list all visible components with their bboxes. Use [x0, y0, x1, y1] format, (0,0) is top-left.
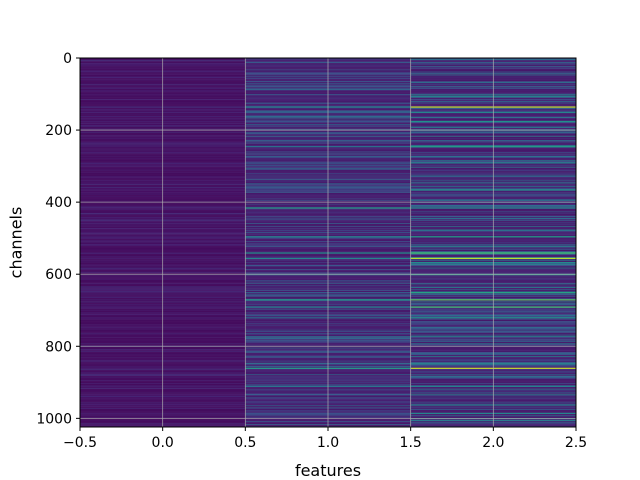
- x-tick-label: 2.0: [482, 435, 504, 451]
- y-tick-label: 600: [45, 267, 72, 283]
- y-tick-label: 800: [45, 339, 72, 355]
- x-axis-ticks: −0.5 0.0 0.5 1.0 1.5 2.0 2.5: [63, 427, 587, 451]
- x-tick-label: 1.5: [400, 435, 422, 451]
- x-tick-label: 1.0: [317, 435, 339, 451]
- y-tick-label: 0: [63, 51, 72, 67]
- y-tick-label: 1000: [36, 411, 72, 427]
- x-tick-label: 0.0: [152, 435, 174, 451]
- x-axis-label: features: [295, 461, 361, 480]
- y-tick-label: 400: [45, 195, 72, 211]
- y-tick-label: 200: [45, 123, 72, 139]
- y-axis-ticks: 0 200 400 600 800 1000: [36, 51, 80, 427]
- x-tick-label: 2.5: [565, 435, 587, 451]
- y-axis-label: channels: [7, 207, 26, 279]
- x-tick-label: −0.5: [63, 435, 97, 451]
- grid-lines: [80, 57, 576, 427]
- x-tick-label: 0.5: [234, 435, 256, 451]
